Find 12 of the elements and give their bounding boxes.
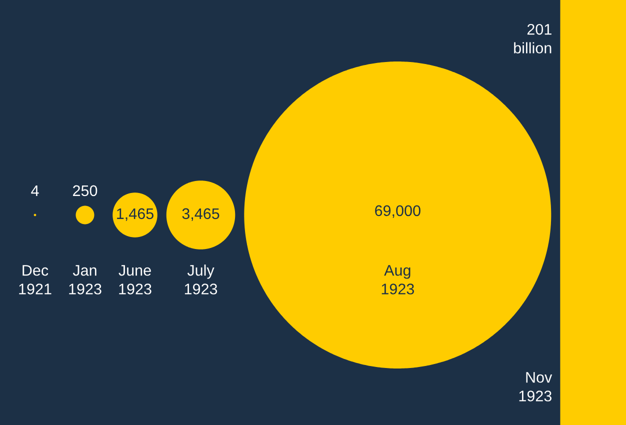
data-label: 4 bbox=[31, 185, 39, 196]
data-label: 250 bbox=[73, 185, 98, 196]
data-label: 201 billion bbox=[514, 24, 552, 54]
category-label: Aug 1923 bbox=[382, 265, 414, 294]
category-label: July 1923 bbox=[184, 264, 218, 294]
category-label: Dec 1921 bbox=[19, 265, 52, 294]
category-label: Jan 1923 bbox=[69, 265, 102, 294]
category-label: June 1923 bbox=[118, 265, 152, 294]
category-label: Nov 1923 bbox=[519, 372, 552, 402]
data-label: 69,000 bbox=[375, 205, 420, 218]
data-label: 3,465 bbox=[182, 208, 220, 221]
data-label: 1,465 bbox=[117, 208, 154, 221]
